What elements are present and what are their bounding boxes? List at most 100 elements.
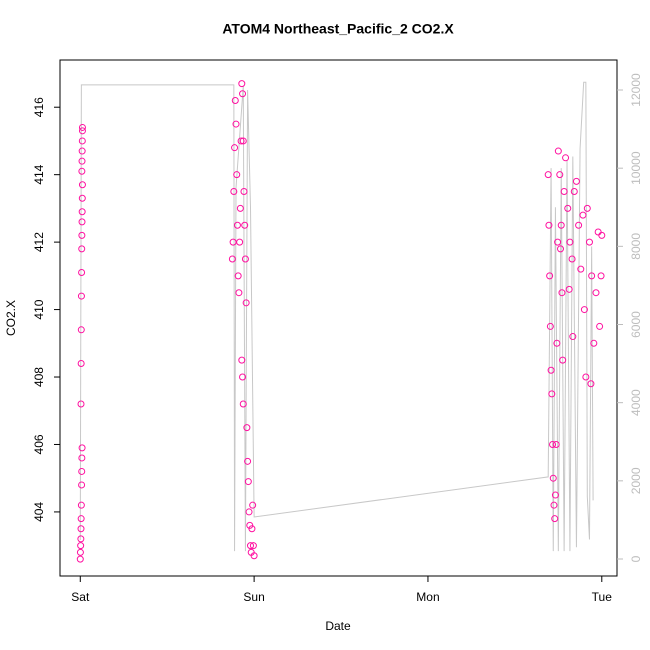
y2-tick-label: 4000 bbox=[629, 389, 643, 416]
point bbox=[559, 356, 567, 364]
point bbox=[560, 188, 568, 196]
y-axis-label: CO2.X bbox=[4, 300, 18, 336]
point bbox=[77, 292, 85, 300]
x-tick-label: Mon bbox=[416, 590, 439, 604]
point bbox=[240, 188, 248, 196]
x-tick-label: Tue bbox=[592, 590, 613, 604]
point bbox=[78, 218, 86, 226]
point bbox=[77, 400, 85, 408]
y-tick-label: 416 bbox=[32, 97, 46, 117]
point bbox=[241, 221, 249, 229]
point bbox=[580, 306, 588, 314]
plot-box bbox=[59, 59, 618, 577]
point bbox=[231, 144, 239, 152]
point bbox=[246, 542, 254, 550]
point bbox=[230, 188, 238, 196]
point bbox=[568, 255, 576, 263]
point bbox=[78, 208, 86, 216]
point bbox=[598, 231, 606, 239]
point bbox=[231, 96, 239, 104]
point bbox=[587, 380, 595, 388]
point bbox=[551, 515, 559, 523]
point bbox=[546, 272, 554, 280]
point bbox=[579, 211, 587, 219]
point bbox=[234, 272, 242, 280]
point bbox=[78, 481, 86, 489]
point bbox=[235, 289, 243, 297]
y-tick-label: 406 bbox=[32, 434, 46, 454]
point bbox=[78, 137, 86, 145]
point bbox=[575, 221, 583, 229]
point bbox=[78, 167, 86, 175]
y2-tick-label: 10000 bbox=[629, 151, 643, 185]
point bbox=[77, 525, 85, 533]
point bbox=[592, 289, 600, 297]
point bbox=[233, 171, 241, 179]
point bbox=[565, 285, 573, 293]
point bbox=[570, 188, 578, 196]
point bbox=[545, 221, 553, 229]
point bbox=[233, 221, 241, 229]
point bbox=[78, 454, 86, 462]
point bbox=[597, 272, 605, 280]
point bbox=[548, 390, 556, 398]
point bbox=[78, 127, 86, 135]
point bbox=[78, 123, 86, 131]
point bbox=[245, 508, 253, 516]
point bbox=[248, 525, 256, 533]
point bbox=[572, 177, 580, 185]
point bbox=[556, 171, 564, 179]
point bbox=[547, 366, 555, 374]
point bbox=[249, 501, 257, 509]
point bbox=[78, 147, 86, 155]
line bbox=[79, 81, 594, 552]
chart-title: ATOM4 Northeast_Pacific_2 CO2.X bbox=[222, 21, 454, 37]
point bbox=[76, 548, 84, 556]
point bbox=[77, 326, 85, 334]
point bbox=[583, 204, 591, 212]
y-tick-label: 408 bbox=[32, 367, 46, 387]
point bbox=[549, 440, 557, 448]
point bbox=[554, 147, 562, 155]
point bbox=[78, 245, 86, 253]
point bbox=[239, 373, 247, 381]
y2-tick-label: 0 bbox=[629, 555, 643, 562]
point bbox=[557, 221, 565, 229]
point bbox=[558, 289, 566, 297]
point bbox=[77, 515, 85, 523]
point bbox=[78, 194, 86, 202]
point bbox=[76, 555, 84, 563]
point bbox=[78, 157, 86, 165]
point bbox=[590, 339, 598, 347]
point bbox=[228, 255, 236, 263]
point bbox=[239, 90, 247, 98]
point bbox=[564, 204, 572, 212]
y2-tick-label: 2000 bbox=[629, 467, 643, 494]
point bbox=[588, 272, 596, 280]
point bbox=[77, 542, 85, 550]
point bbox=[237, 137, 245, 145]
point bbox=[546, 322, 554, 330]
y2-tick-label: 8000 bbox=[629, 233, 643, 260]
point bbox=[544, 171, 552, 179]
point bbox=[238, 356, 246, 364]
y-tick-label: 410 bbox=[32, 299, 46, 319]
point bbox=[77, 535, 85, 543]
point bbox=[552, 440, 560, 448]
y-tick-label: 404 bbox=[32, 502, 46, 522]
point bbox=[550, 501, 558, 509]
point bbox=[232, 120, 240, 128]
point bbox=[549, 474, 557, 482]
point bbox=[554, 238, 562, 246]
point bbox=[553, 339, 561, 347]
point bbox=[585, 238, 593, 246]
point bbox=[557, 245, 565, 253]
point bbox=[78, 467, 86, 475]
point bbox=[594, 228, 602, 236]
point bbox=[239, 137, 247, 145]
point bbox=[244, 478, 252, 486]
point bbox=[596, 322, 604, 330]
point bbox=[239, 400, 247, 408]
point bbox=[242, 299, 250, 307]
x-axis-label: Date bbox=[325, 619, 351, 633]
